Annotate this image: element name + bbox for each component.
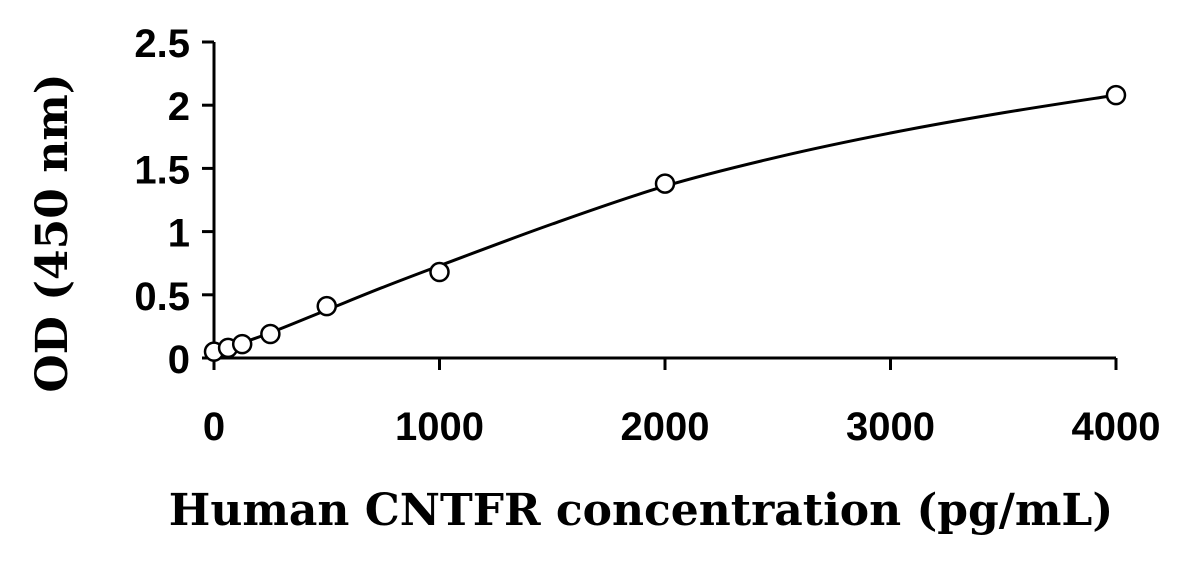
y-tick-label: 0.5 [134, 275, 190, 319]
data-point [260, 323, 281, 345]
x-ticks: 0 1000 2000 3000 4000 [203, 358, 1161, 449]
data-point [429, 261, 450, 283]
fit-curve [213, 93, 1117, 355]
x-axis-label: Human CNTFR concentration (pg/mL) [169, 485, 1113, 536]
y-tick-label: 2.5 [134, 22, 190, 66]
fit-curve-group [213, 93, 1117, 355]
axes [212, 42, 1116, 360]
y-tick-label: 0 [168, 338, 190, 382]
data-point [231, 333, 253, 355]
data-points [203, 84, 1127, 362]
x-tick-label: 2000 [621, 405, 710, 449]
x-tick-label: 4000 [1072, 405, 1161, 449]
data-point [1105, 84, 1127, 106]
y-axis-label: OD (450 nm) [27, 73, 78, 392]
x-tick-label: 3000 [846, 405, 935, 449]
x-tick-label: 1000 [395, 405, 484, 449]
x-tick-label: 0 [203, 405, 225, 449]
y-ticks: 0 0.5 1 1.5 2 2.5 [134, 22, 214, 382]
y-tick-label: 1.5 [134, 148, 190, 192]
data-point [654, 173, 676, 194]
data-point [316, 295, 337, 317]
y-tick-label: 2 [168, 85, 190, 129]
y-tick-label: 1 [168, 212, 190, 256]
